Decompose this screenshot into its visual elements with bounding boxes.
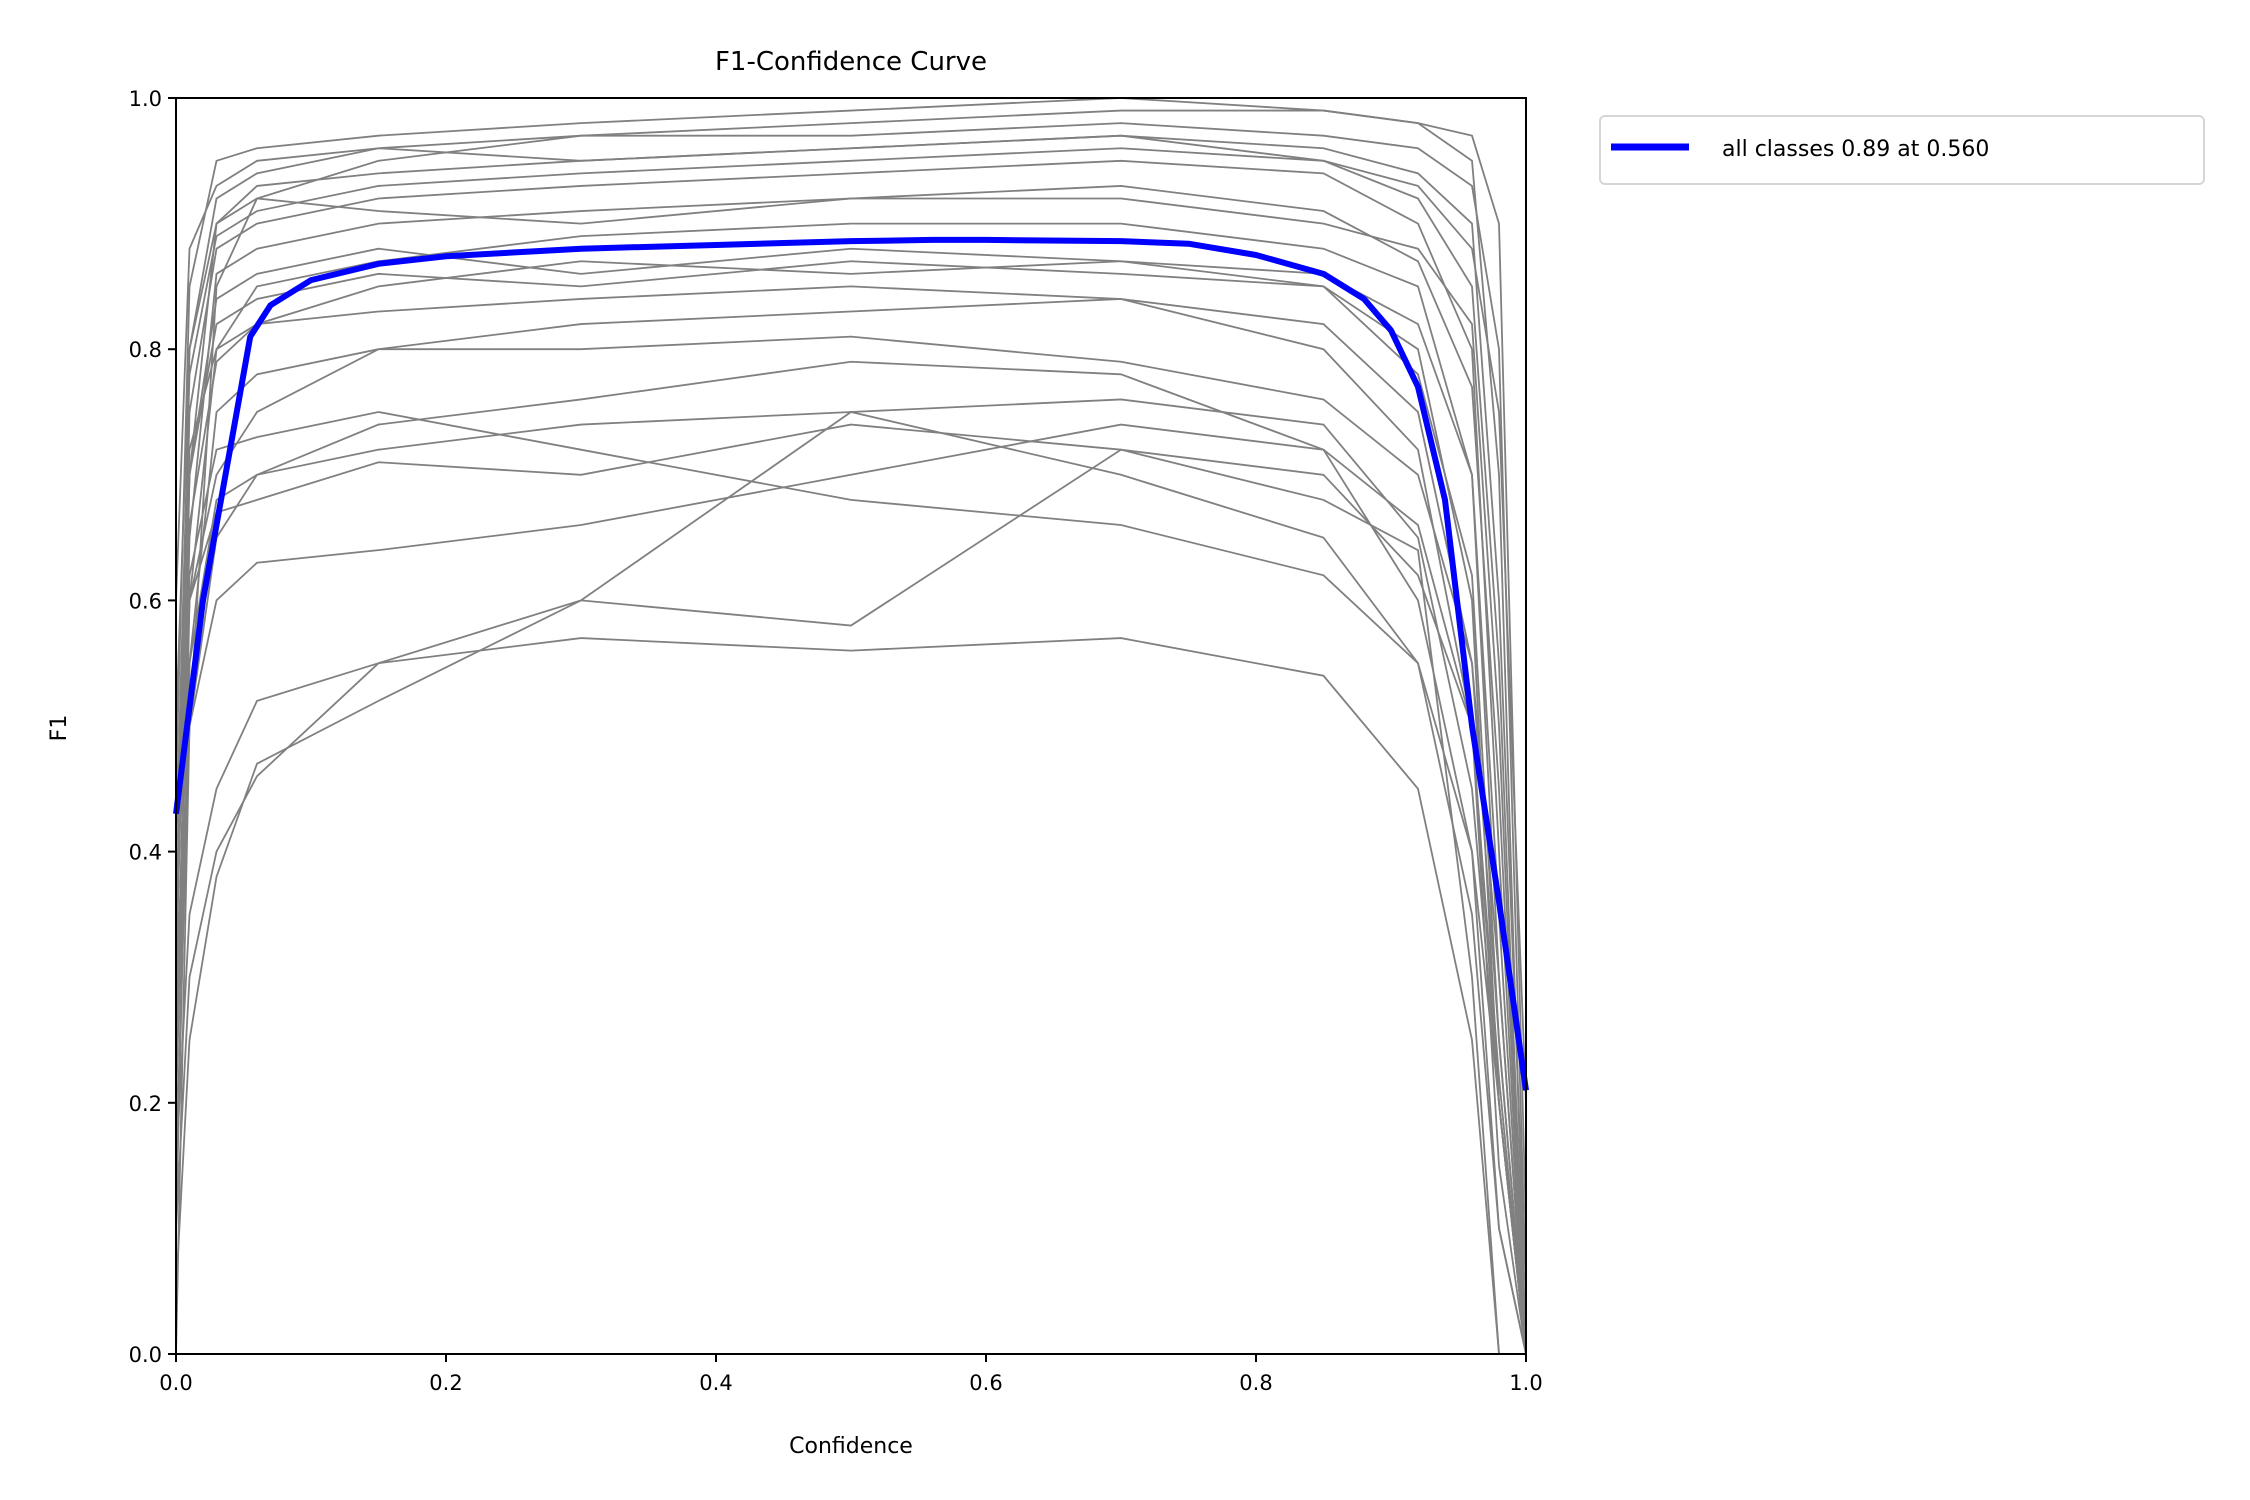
class-curve-14 [175, 197, 1527, 1355]
all-classes-curve-group [173, 236, 1529, 1091]
class-curve-10 [175, 637, 1526, 1355]
class-curve-19 [175, 134, 1527, 1103]
class-curve-17 [175, 411, 1527, 1355]
x-axis-label: Confidence [789, 1434, 913, 1459]
per-class-curves [175, 97, 1527, 1355]
class-curve-8 [175, 423, 1527, 1355]
y-tick-label: 0.8 [129, 338, 162, 362]
class-curve-4 [175, 260, 1527, 1355]
class-curve-5 [175, 285, 1527, 1355]
class-curve-0 [175, 109, 1527, 1355]
x-tick-label: 0.8 [1239, 1371, 1272, 1395]
x-tick-label: 0.6 [969, 1371, 1002, 1395]
class-curve-6 [175, 298, 1527, 1355]
class-curve-21 [175, 260, 1527, 1355]
class-curve-22 [175, 360, 1527, 1355]
legend: all classes 0.89 at 0.560 [1599, 115, 2205, 185]
legend-label-all-classes: all classes 0.89 at 0.560 [1722, 137, 1989, 162]
class-curve-16 [175, 335, 1527, 1355]
legend-box [1599, 115, 2205, 185]
x-axis-ticks: 0.0 0.2 0.4 0.6 0.8 1.0 [159, 1354, 1543, 1395]
y-tick-label: 0.6 [129, 589, 162, 613]
y-tick-label: 1.0 [129, 87, 162, 111]
y-axis-label: F1 [47, 715, 72, 742]
class-curve-9 [175, 448, 1527, 1355]
y-tick-label: 0.4 [129, 841, 162, 865]
class-curve-13 [175, 122, 1527, 1292]
all-classes-curve [173, 236, 1529, 1091]
y-tick-label: 0.0 [129, 1343, 162, 1367]
class-curve-20 [175, 147, 1527, 1355]
y-axis-ticks: 0.0 0.2 0.4 0.6 0.8 1.0 [129, 87, 176, 1367]
class-curve-1 [175, 134, 1527, 1292]
class-curve-7 [175, 398, 1527, 1355]
x-tick-label: 1.0 [1509, 1371, 1542, 1395]
plot-frame [175, 97, 1527, 1355]
class-curve-12 [175, 97, 1527, 1229]
class-curve-3 [175, 222, 1527, 1355]
class-curve-18 [175, 423, 1526, 1355]
class-curve-11 [175, 411, 1527, 1355]
y-tick-label: 0.2 [129, 1092, 162, 1116]
x-tick-label: 0.4 [699, 1371, 732, 1395]
x-tick-label: 0.2 [429, 1371, 462, 1395]
x-tick-label: 0.0 [159, 1371, 192, 1395]
class-curve-2 [175, 159, 1527, 1355]
class-curve-23 [175, 185, 1527, 1355]
class-curve-15 [175, 247, 1527, 1355]
chart-title: F1-Confidence Curve [715, 47, 987, 77]
